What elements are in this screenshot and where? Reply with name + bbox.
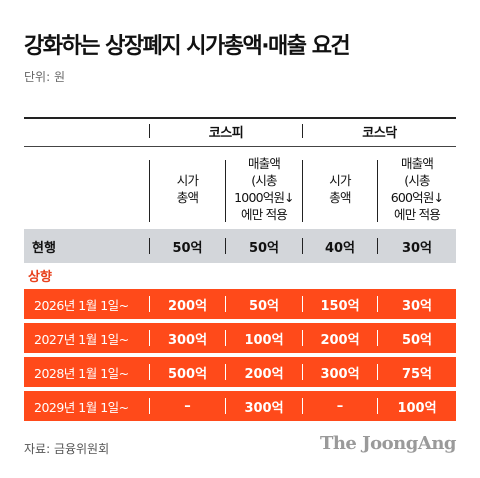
brand-logo: The JoongAng (319, 433, 457, 454)
kospi-sales-value: 300억 (244, 400, 284, 416)
kospi-cap-value: – (184, 398, 191, 414)
row-date-label: 2029년 1월 1일~ (34, 399, 129, 415)
column-divider (149, 238, 150, 254)
table-row: 2028년 1월 1일~ 500억 200억 300억 75억 (24, 357, 456, 387)
page-title: 강화하는 상장폐지 시가총액·매출 요건 (24, 34, 351, 59)
column-divider (149, 330, 150, 346)
header-divider (24, 146, 456, 147)
column-divider (149, 364, 150, 380)
column-divider (225, 160, 226, 222)
kospi-sales-value: 50억 (248, 298, 280, 314)
column-divider (302, 296, 303, 312)
table-top-rule (24, 117, 456, 119)
row-date-label: 2027년 1월 1일~ (34, 331, 129, 347)
subheader-kosdaq-sales: 매출액 (시총 600억원↓ 에만 적용 (390, 155, 444, 222)
column-divider (302, 160, 303, 222)
kospi-sales-value: 100억 (244, 332, 284, 348)
table-row: 2027년 1월 1일~ 300억 100억 200억 50억 (24, 323, 456, 353)
kosdaq-sales-value: 75억 (401, 366, 433, 382)
column-divider (225, 296, 226, 312)
kosdaq-cap-value: 150억 (320, 298, 360, 314)
kospi-sales-value: 200억 (244, 366, 284, 382)
column-divider (149, 398, 150, 414)
kosdaq-sales-value: 100억 (397, 400, 437, 416)
group-header-kospi: 코스피 (208, 126, 244, 141)
current-row: 현행 50억 50억 40억 30억 (24, 229, 456, 263)
row-date-label: 2026년 1월 1일~ (34, 297, 129, 313)
subheader-kosdaq-market-cap: 시가 총액 (329, 172, 351, 205)
group-header-kosdaq: 코스닥 (362, 126, 397, 141)
column-divider (302, 330, 303, 346)
subheader-kospi-market-cap: 시가 총액 (176, 172, 199, 205)
column-divider (377, 160, 378, 222)
unit-label: 단위: 원 (24, 70, 65, 84)
column-divider (225, 330, 226, 346)
kosdaq-sales-value: 50억 (401, 332, 433, 348)
column-divider (377, 238, 378, 254)
column-divider (377, 398, 378, 414)
kospi-cap-value: 500억 (167, 366, 208, 382)
current-row-label: 현행 (32, 240, 56, 256)
current-kospi-sales: 50억 (248, 240, 280, 256)
raised-section-label: 상향 (28, 270, 52, 285)
column-divider (377, 330, 378, 346)
column-divider (302, 364, 303, 380)
column-divider (225, 398, 226, 414)
kosdaq-cap-value: 200억 (320, 332, 360, 348)
column-divider (149, 160, 150, 222)
kosdaq-cap-value: 300억 (320, 366, 360, 382)
column-divider (225, 364, 226, 380)
column-divider (377, 296, 378, 312)
current-kospi-cap: 50억 (172, 240, 203, 256)
column-divider (302, 124, 303, 138)
current-kosdaq-cap: 40억 (324, 240, 356, 256)
source-note: 자료: 금융위원회 (24, 442, 110, 456)
column-divider (225, 238, 226, 254)
kosdaq-sales-value: 30억 (401, 298, 433, 314)
column-divider (302, 398, 303, 414)
column-divider (149, 296, 150, 312)
table-row: 2026년 1월 1일~ 200억 50억 150억 30억 (24, 289, 456, 319)
column-divider (377, 364, 378, 380)
kosdaq-cap-value: – (336, 398, 344, 414)
kospi-cap-value: 300억 (167, 332, 208, 348)
subheader-kospi-sales: 매출액 (시총 1000억원↓ 에만 적용 (234, 155, 294, 222)
kospi-cap-value: 200억 (167, 298, 208, 314)
column-divider (149, 124, 150, 138)
current-kosdaq-sales: 30억 (401, 240, 433, 256)
row-date-label: 2028년 1월 1일~ (34, 365, 129, 381)
table-row: 2029년 1월 1일~ – 300억 – 100억 (24, 391, 456, 421)
column-divider (302, 238, 303, 254)
